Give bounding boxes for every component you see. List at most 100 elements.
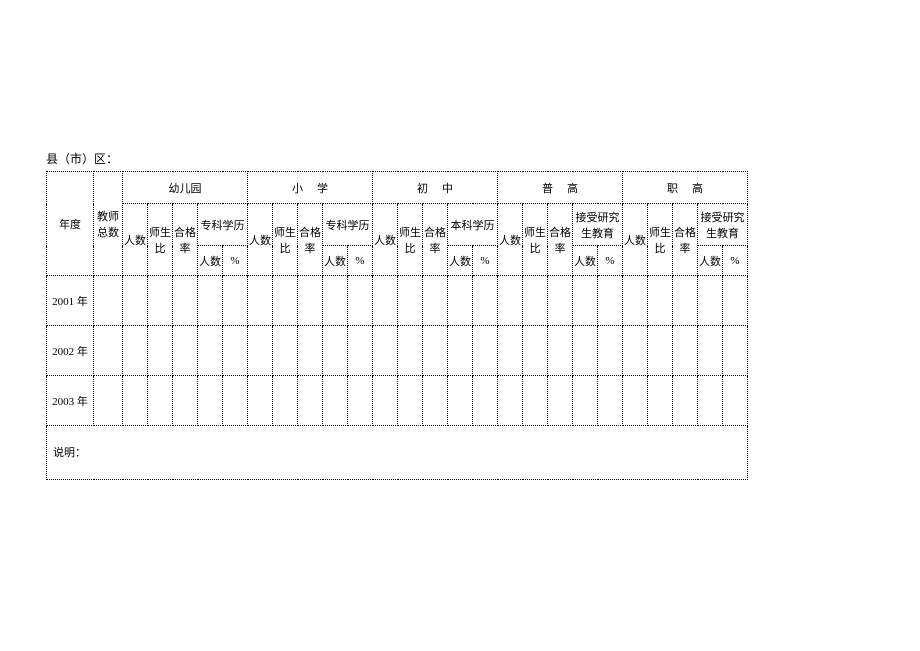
cell-value [348, 276, 373, 326]
hdr-qual-zhuanke-2: 专科学历 [323, 204, 373, 246]
cell-value [448, 326, 473, 376]
cell-value [248, 376, 273, 426]
cell-value [373, 276, 398, 326]
cell-value [398, 326, 423, 376]
cell-value [173, 276, 198, 326]
hdr-stage-vocational: 职高 [623, 172, 748, 204]
cell-value [523, 276, 548, 326]
cell-value [323, 326, 348, 376]
cell-value [698, 376, 723, 426]
cell-value [498, 376, 523, 426]
cell-value [94, 276, 123, 326]
cell-value [623, 376, 648, 426]
hdr-qual-yanjiu-2: 接受研究生教育 [698, 204, 748, 246]
hdr-qual-benke: 本科学历 [448, 204, 498, 246]
cell-value [548, 276, 573, 326]
cell-value [473, 326, 498, 376]
hdr-sub-count: 人数 [573, 246, 598, 276]
cell-value [473, 276, 498, 326]
cell-value [373, 326, 398, 376]
hdr-ratio: 师生比 [523, 204, 548, 276]
cell-value [673, 326, 698, 376]
hdr-stage-primary: 小学 [248, 172, 373, 204]
cell-value [648, 326, 673, 376]
cell-value [523, 326, 548, 376]
hdr-stage-kindergarten: 幼儿园 [123, 172, 248, 204]
hdr-qual-zhuanke-1: 专科学历 [198, 204, 248, 246]
table-row: 2001 年 [47, 276, 748, 326]
hdr-sub-pct: % [348, 246, 373, 276]
cell-value [423, 326, 448, 376]
cell-year: 2001 年 [47, 276, 94, 326]
cell-value [148, 276, 173, 326]
cell-value [298, 376, 323, 426]
cell-value [573, 276, 598, 326]
cell-value [498, 276, 523, 326]
hdr-sub-count: 人数 [323, 246, 348, 276]
cell-value [223, 376, 248, 426]
cell-value [498, 326, 523, 376]
hdr-sub-count: 人数 [448, 246, 473, 276]
note-cell: 说明： [47, 426, 748, 480]
hdr-sub-count: 人数 [198, 246, 223, 276]
hdr-count: 人数 [623, 204, 648, 276]
cell-value [298, 276, 323, 326]
cell-value [523, 376, 548, 426]
cell-value [298, 326, 323, 376]
cell-value [673, 376, 698, 426]
hdr-pass: 合格率 [173, 204, 198, 276]
hdr-pass: 合格率 [548, 204, 573, 276]
region-label: 县（市）区： [46, 150, 920, 167]
hdr-count: 人数 [373, 204, 398, 276]
cell-value [123, 376, 148, 426]
cell-value [548, 326, 573, 376]
hdr-count: 人数 [123, 204, 148, 276]
cell-value [598, 276, 623, 326]
cell-value [648, 276, 673, 326]
cell-value [273, 326, 298, 376]
cell-value [223, 326, 248, 376]
cell-value [423, 376, 448, 426]
cell-value [348, 326, 373, 376]
cell-year: 2002 年 [47, 326, 94, 376]
cell-year: 2003 年 [47, 376, 94, 426]
cell-value [398, 276, 423, 326]
cell-value [373, 376, 398, 426]
cell-value [598, 376, 623, 426]
hdr-sub-pct: % [223, 246, 248, 276]
cell-value [648, 376, 673, 426]
cell-value [223, 276, 248, 326]
cell-value [273, 376, 298, 426]
cell-value [248, 326, 273, 376]
cell-value [173, 376, 198, 426]
hdr-qual-yanjiu-1: 接受研究生教育 [573, 204, 623, 246]
cell-value [323, 376, 348, 426]
cell-value [398, 376, 423, 426]
cell-value [273, 276, 298, 326]
cell-value [723, 326, 748, 376]
hdr-pass: 合格率 [423, 204, 448, 276]
cell-value [698, 276, 723, 326]
cell-value [348, 376, 373, 426]
hdr-count: 人数 [498, 204, 523, 276]
cell-value [94, 376, 123, 426]
hdr-ratio: 师生比 [398, 204, 423, 276]
hdr-sub-pct: % [598, 246, 623, 276]
cell-value [623, 326, 648, 376]
hdr-ratio: 师生比 [273, 204, 298, 276]
cell-value [548, 376, 573, 426]
hdr-year: 年度 [47, 172, 94, 276]
table-row: 2003 年 [47, 376, 748, 426]
cell-value [448, 376, 473, 426]
cell-value [623, 276, 648, 326]
hdr-pass: 合格率 [298, 204, 323, 276]
cell-value [473, 376, 498, 426]
hdr-count: 人数 [248, 204, 273, 276]
cell-value [148, 376, 173, 426]
cell-value [573, 376, 598, 426]
cell-value [123, 276, 148, 326]
cell-value [198, 376, 223, 426]
hdr-sub-pct: % [473, 246, 498, 276]
cell-value [173, 326, 198, 376]
teacher-stats-table: 年度 教师总数 幼儿园 小学 初中 普高 职高 人数 师生比 合格率 专科学历 … [46, 171, 748, 480]
